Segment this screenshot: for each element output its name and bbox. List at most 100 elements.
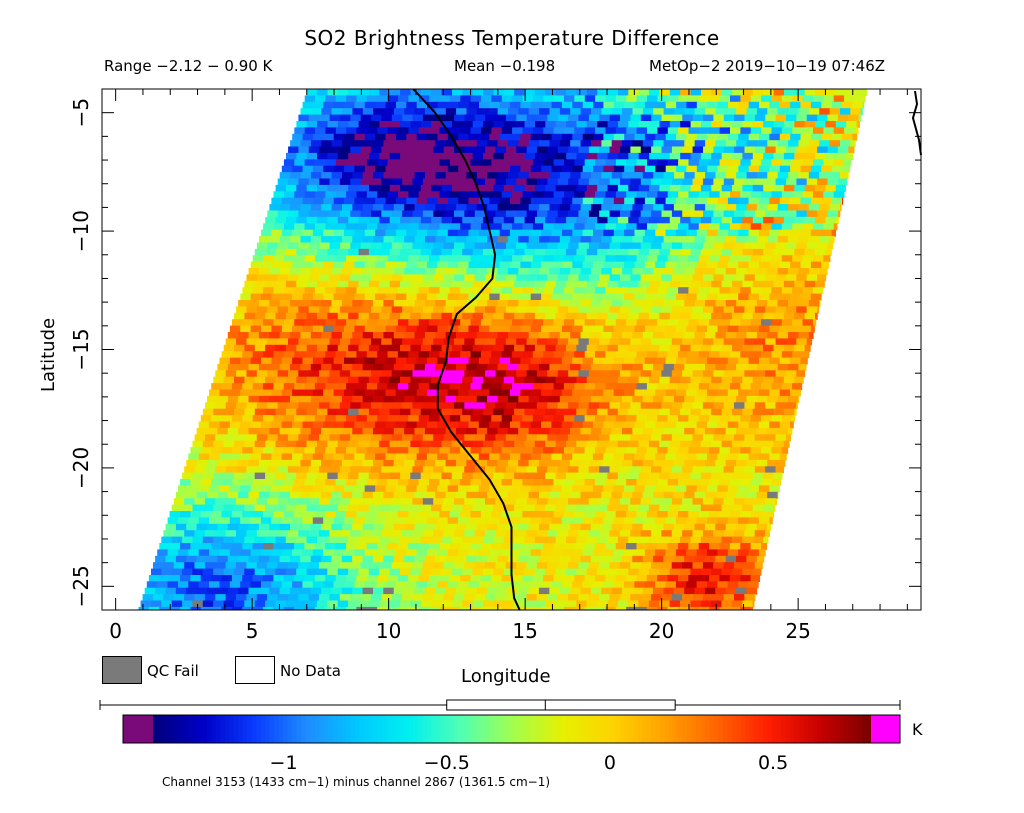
swath-cell-1872 [663,300,675,307]
swath-cell-176 [425,108,436,116]
swath-cell-3056 [422,434,434,442]
swath-cell-903 [522,191,534,199]
swath-cell-3634 [370,498,382,506]
swath-cell-3240 [520,453,532,461]
swath-cell-611 [356,159,368,167]
colorbar-step-146 [808,715,814,743]
swath-cell-2390 [696,357,708,365]
swath-cell-4608 [638,600,650,608]
swath-cell-52 [846,89,858,96]
swath-cell-3373 [692,466,704,474]
swath-cell-2024 [460,319,472,327]
swath-cell-2175 [246,338,258,346]
swath-cell-2321 [574,351,586,359]
swath-cell-1428 [732,248,743,256]
swath-cell-2751 [277,402,289,410]
swath-cell-3692 [358,504,370,512]
swath-cell-3019 [642,427,654,435]
swath-cell-2840 [597,408,609,416]
colorbar-step-130 [736,715,742,743]
swath-cell-2655 [478,389,490,397]
swath-cell-623 [481,159,492,167]
swath-cell-1882 [767,300,779,307]
swath-cell-1335 [350,242,362,250]
swath-cell-3897 [642,523,654,531]
swath-cell-4500 [142,594,154,602]
swath-cell-1121 [462,216,474,224]
swath-cell-4285 [368,568,380,576]
swath-cell-2613 [636,383,648,391]
swath-cell-277 [327,121,339,128]
swath-cell-746 [611,172,623,180]
swath-cell-3667 [713,498,725,506]
swath-cell-3355 [505,466,517,474]
colorbar-step-73 [480,715,486,743]
swath-cell-1711 [752,280,764,288]
swath-cell-3132 [607,440,619,448]
swath-cell-4349 [418,575,430,582]
swath-cell-3479 [584,479,596,486]
swath-cell-2959 [624,421,636,429]
swath-cell-1251 [644,229,656,237]
swath-cell-1677 [400,280,411,288]
swath-cell-2091 [561,325,573,333]
swath-cell-3788 [740,511,752,518]
swath-cell-3831 [572,517,584,525]
swath-cell-1115 [400,216,412,224]
swath-cell-1403 [472,248,484,256]
swath-cell-1180 [491,223,503,231]
swath-cell-324 [815,121,827,128]
swath-cell-1580 [559,268,571,275]
swath-cell-3150 [190,447,202,455]
swath-cell-378 [802,127,814,135]
swath-cell-1531 [634,261,646,269]
swath-cell-985 [800,197,812,205]
swath-cell-4170 [404,555,416,563]
swath-cell-4053 [418,543,430,550]
swath-cell-3424 [617,472,629,480]
swath-cell-752 [674,172,685,180]
swath-cell-2567 [752,376,764,384]
swath-cell-686 [561,165,573,173]
swath-cell-2763 [402,402,414,410]
swath-cell-4540 [557,594,569,602]
swath-cell-3095 [223,440,235,448]
swath-cell-1046 [267,210,279,218]
swath-cell-3857 [227,523,239,531]
swath-cell-3647 [505,498,517,506]
swath-cell-1205 [750,223,762,231]
swath-cell-472 [632,140,644,148]
swath-cell-1441 [283,255,295,263]
swath-cell-1063 [443,210,455,218]
swath-cell-545 [817,146,829,154]
swath-cell-849 [534,184,546,192]
swath-cell-721 [352,172,364,180]
swath-cell-3723 [680,504,692,512]
swath-cell-251 [630,114,642,122]
swath-cell-3784 [698,511,710,518]
colorbar-step-17 [229,715,235,743]
swath-cell-3871 [373,523,384,531]
swath-cell-2656 [489,389,501,397]
swath-cell-1954 [327,312,339,320]
swath-cell-495 [298,146,310,154]
swath-cell-1446 [335,255,347,263]
swath-cell-3161 [304,447,316,455]
swath-cell-29 [607,89,619,96]
swath-cell-3029 [746,427,758,435]
swath-cell-3553 [748,485,760,493]
swath-cell-2771 [485,402,497,410]
swath-cell-2914 [761,415,772,423]
swath-cell-1582 [580,268,592,275]
swath-cell-397 [427,133,439,141]
swath-cell-1943 [806,306,818,314]
swath-cell-2892 [532,415,544,423]
swath-cell-2526 [327,376,339,384]
swath-cell-2883 [439,415,451,423]
swath-cell-3312 [663,459,675,467]
swath-cell-3686 [296,504,308,512]
swath-cell-2363 [416,357,428,365]
swath-cell-2885 [460,415,472,423]
swath-cell-834 [379,184,391,192]
swath-cell-3244 [561,453,573,461]
